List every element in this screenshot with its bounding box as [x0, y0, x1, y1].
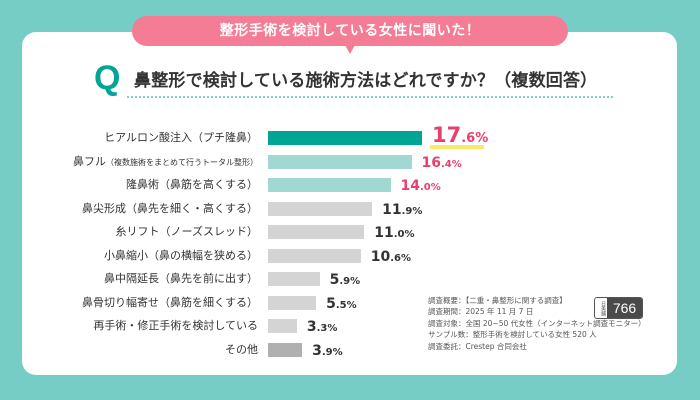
value-label: 5.5% [326, 293, 357, 316]
badge-number: 766 [607, 298, 642, 318]
value-integer: 11 [382, 201, 402, 218]
category-label: 鼻フル（複数施術をまとめて行うトータル整形） [73, 155, 258, 169]
value-decimal: .3% [316, 323, 338, 334]
value-label: 14.0% [401, 175, 441, 198]
survey-info-line: サンプル数：整形手術を検討している女性 520 人 [428, 330, 597, 340]
banner: 整形手術を検討している女性に聞いた！ [132, 16, 568, 46]
category-label-main: 鼻中隔延長（鼻先を前に出す） [104, 272, 258, 285]
bar [268, 201, 373, 216]
bar [268, 295, 317, 310]
survey-info: 調査概要：【二重・鼻整形に関する調査】 調査期間：2025 年 11 月 7 日… [428, 295, 646, 352]
survey-info-line: 調査概要：【二重・鼻整形に関する調査】 [428, 296, 567, 305]
category-label-main: 鼻フル [73, 154, 106, 168]
category-label-main: 鼻尖形成（鼻先を細く・高くする） [82, 201, 258, 215]
id-badge: 日美舗 766 [594, 297, 643, 319]
bar [268, 248, 361, 263]
value-integer: 3 [312, 342, 322, 359]
value-integer: 5 [329, 272, 340, 288]
title-dotted-divider [127, 96, 613, 98]
category-label: 再手術・修正手術を検討している [93, 319, 258, 333]
value-decimal: .0% [393, 229, 415, 240]
category-label-main: 再手術・修正手術を検討している [93, 319, 258, 332]
category-label-main: 糸リフト（ノーズスレッド） [115, 225, 258, 238]
value-decimal: .0% [419, 182, 441, 193]
category-label: 鼻中隔延長（鼻先を前に出す） [104, 272, 258, 286]
category-label-main: その他 [225, 342, 258, 356]
bar [268, 319, 297, 333]
bar [268, 154, 412, 169]
category-label: 鼻尖形成（鼻先を細く・高くする） [82, 202, 258, 216]
category-label: ヒアルロン酸注入（プチ隆鼻） [104, 131, 258, 145]
value-label: 16.4% [422, 152, 462, 175]
survey-info-line: 調査対象：全国 20~50 代女性（インターネット調査モニター） [428, 318, 646, 328]
value-decimal: .4% [440, 158, 462, 170]
category-label: その他 [225, 343, 258, 357]
category-label-sub: （複数施術をまとめて行うトータル整形） [106, 157, 258, 167]
question-mark-q: Q [94, 59, 121, 97]
bar [268, 342, 303, 357]
value-integer: 11 [374, 225, 394, 241]
value-decimal: .6% [390, 252, 412, 264]
category-label: 隆鼻術（鼻筋を高くする） [126, 178, 258, 192]
bar [268, 225, 365, 239]
bar [268, 131, 422, 145]
value-integer: 3 [306, 319, 317, 335]
value-label: 17.6% [432, 125, 488, 149]
category-label-main: 隆鼻術（鼻筋を高くする） [126, 178, 258, 191]
highlight-underline [430, 145, 484, 149]
value-label: 3.9% [312, 340, 343, 363]
category-label: 鼻骨切り幅寄せ（鼻筋を細くする） [82, 296, 258, 310]
value-decimal: .9% [321, 346, 343, 358]
bar [268, 178, 391, 192]
value-decimal: .6% [461, 131, 489, 146]
value-label: 11.9% [382, 199, 422, 222]
value-integer: 17 [432, 123, 462, 147]
category-label-main: 鼻骨切り幅寄せ（鼻筋を細くする） [82, 295, 258, 309]
bar [268, 272, 320, 286]
category-label-main: ヒアルロン酸注入（プチ隆鼻） [104, 131, 258, 144]
value-integer: 16 [421, 154, 441, 171]
value-integer: 5 [326, 295, 336, 312]
question-title: 鼻整形で検討している施術方法はどれですか？（複数回答） [134, 71, 598, 91]
survey-info-line: 調査委託：Crestep 合同会社 [428, 341, 527, 351]
value-label: 3.3% [307, 316, 338, 339]
badge-side-label: 日美舗 [600, 300, 606, 316]
value-label: 11.0% [374, 222, 414, 245]
value-decimal: .5% [335, 299, 357, 311]
value-label: 10.6% [371, 246, 411, 269]
banner-tail [345, 45, 355, 54]
value-decimal: .9% [401, 205, 423, 217]
category-label-main: 小鼻縮小（鼻の横幅を狭める） [104, 248, 258, 262]
value-integer: 10 [370, 248, 391, 265]
value-decimal: .9% [339, 276, 361, 287]
category-label: 小鼻縮小（鼻の横幅を狭める） [104, 249, 258, 263]
value-integer: 14 [400, 178, 420, 194]
value-label: 5.9% [330, 269, 361, 292]
category-label: 糸リフト（ノーズスレッド） [116, 225, 258, 239]
survey-info-line: 調査期間：2025 年 11 月 7 日 [428, 307, 534, 317]
